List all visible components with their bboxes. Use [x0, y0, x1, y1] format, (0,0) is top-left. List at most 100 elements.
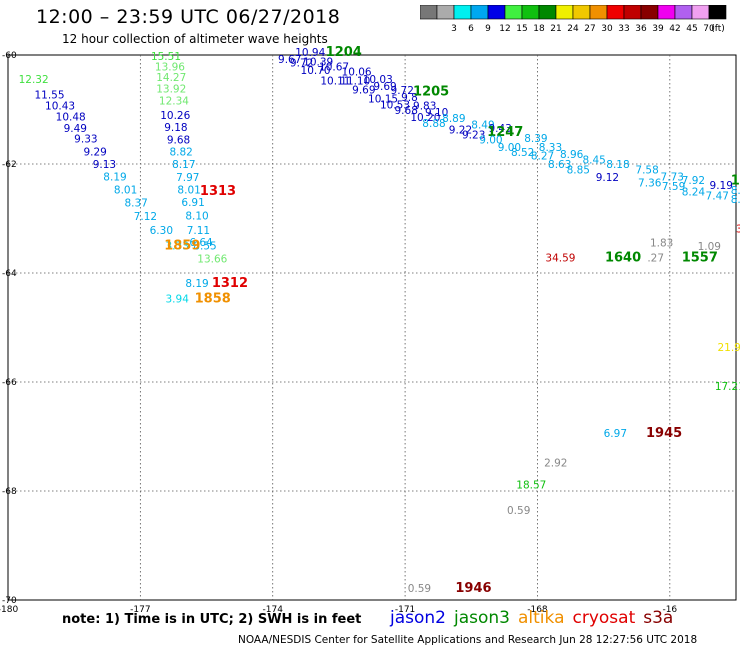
wave-height-label: 1.83 — [650, 237, 673, 249]
colorbar-tick: 39 — [652, 24, 664, 34]
y-tick-label: -60 — [2, 51, 17, 61]
wave-height-label: 9.23 — [462, 129, 485, 141]
wave-height-label: 8.19 — [103, 171, 126, 183]
wave-height-label: 9.10 — [425, 107, 448, 119]
wave-height-label: 9.72 — [391, 85, 414, 97]
wave-height-label: 8.27 — [531, 151, 554, 163]
satellite-altika: altika — [518, 608, 565, 628]
wave-height-label: 7.73 — [661, 171, 684, 183]
pass-time-label: 1557 — [682, 251, 718, 266]
wave-height-label: 9.18 — [164, 122, 187, 134]
map-title: 12:00 – 23:59 UTC 06/27/2018 — [36, 6, 341, 28]
wave-height-label: 32.55 — [736, 224, 740, 236]
wave-height-label: 9.49 — [64, 123, 87, 135]
colorbar-tick: 18 — [533, 24, 545, 34]
x-tick-label: -16 — [662, 605, 677, 615]
satellite-jason2: jason2 — [390, 608, 446, 628]
colorbar-tick: 33 — [618, 24, 629, 34]
wave-height-label: 14.27 — [156, 72, 186, 84]
x-tick-label: -174 — [263, 605, 284, 615]
wave-height-colorbar: 3 6 9 12 15 18 21 24 27 30 33 36 39 42 45 70(ft) — [420, 5, 727, 34]
y-tick-label: -62 — [2, 160, 17, 170]
pass-time-label: 1946 — [455, 581, 491, 596]
wave-height-label: 11.55 — [34, 90, 64, 102]
y-tick-label: -64 — [2, 269, 17, 279]
colorbar-tick: 15 — [516, 24, 527, 34]
wave-height-label: 8.52 — [511, 147, 534, 159]
wave-height-label: 9.8 — [401, 92, 418, 104]
wave-height-label: 9.00 — [479, 134, 502, 146]
wave-height-label: 10.67 — [319, 61, 349, 73]
wave-height-label: 7.97 — [176, 172, 199, 184]
wave-height-label: 13.96 — [155, 61, 185, 73]
wave-height-label: 8.10 — [185, 211, 208, 223]
wave-height-label: 10.39 — [303, 56, 333, 68]
wave-height-label: 9.68 — [395, 105, 418, 117]
colorbar-tick: 3 — [451, 24, 457, 34]
wave-height-label: 7.12 — [134, 211, 157, 223]
wave-height-label: 9.33 — [74, 134, 97, 146]
wave-height-label: 10.06 — [342, 67, 372, 79]
wave-height-label: 8.19 — [185, 278, 208, 290]
y-tick-label: -70 — [2, 596, 17, 606]
wave-height-label: 8.39 — [524, 133, 547, 145]
wave-height-label: 6.64 — [189, 237, 213, 249]
wave-height-label: 9.69 — [352, 85, 375, 97]
wave-height-label: 8.33 — [539, 142, 562, 154]
x-tick-label: -180 — [0, 605, 18, 615]
wave-height-label: 2.92 — [544, 457, 567, 469]
pass-time-label: 1859 — [164, 239, 200, 254]
wave-height-label: 9.67 — [278, 54, 301, 66]
colorbar-tick: 24 — [567, 24, 579, 34]
wave-height-label: 15.51 — [151, 51, 181, 63]
wave-height-label: 10.48 — [56, 111, 86, 123]
wave-height-label: 9.83 — [413, 101, 436, 113]
pass-time-label: 1313 — [200, 184, 236, 199]
wave-height-label: 9.00 — [498, 142, 521, 154]
pass-time-label: 1945 — [646, 426, 682, 441]
wave-height-label: 10.11 — [320, 75, 350, 87]
colorbar-tick: 6 — [468, 24, 474, 34]
wave-height-label: 8.01 — [177, 184, 200, 196]
wave-height-label: 10.15 — [368, 93, 398, 105]
pass-time-label: 1204 — [326, 45, 362, 60]
wave-height-label: 8.84 — [731, 194, 740, 206]
wave-height-label: 12.32 — [19, 74, 49, 86]
map-frame — [7, 54, 737, 601]
wave-height-label: 10.26 — [160, 110, 190, 122]
wave-height-label: 10.03 — [363, 74, 393, 86]
colorbar-swatch — [708, 5, 727, 20]
wave-height-label: 10.94 — [295, 47, 325, 59]
wave-height-label: 9.19 — [710, 180, 733, 192]
colorbar-tick: 9 — [485, 24, 491, 34]
wave-height-label: 8.82 — [169, 146, 192, 158]
wave-height-label: 17.21 — [715, 381, 740, 393]
y-tick-label: -66 — [2, 378, 17, 388]
satellite-s3a: s3a — [643, 608, 674, 628]
x-tick-label: -171 — [395, 605, 415, 615]
wave-height-label: 13.66 — [197, 254, 227, 266]
wave-height-label: 10.20 — [410, 112, 440, 124]
wave-height-label: 8.37 — [124, 198, 147, 210]
wave-height-label: 8.46 — [731, 185, 740, 197]
wave-height-label: 8.45 — [582, 154, 605, 166]
colorbar-tick: 30 — [601, 24, 613, 34]
colorbar-tick: 36 — [635, 24, 647, 34]
wave-height-label: 7.58 — [635, 164, 658, 176]
wave-height-label: 8.17 — [172, 159, 195, 171]
colorbar-tick: 45 — [686, 24, 697, 34]
credit-line: NOAA/NESDIS Center for Satellite Applica… — [238, 634, 698, 646]
wave-height-label: 9.12 — [596, 172, 619, 184]
wave-height-label: 7.59 — [662, 181, 685, 193]
wave-height-label: 9.72 — [290, 57, 313, 69]
wave-height-label: 12.34 — [159, 96, 189, 108]
satellite-legend: jason2 jason3 altika cryosat s3a — [390, 608, 681, 628]
wave-height-label: 34.59 — [545, 253, 575, 265]
wave-height-label: 13.92 — [156, 84, 186, 96]
wave-height-label: .27 — [647, 253, 664, 265]
wave-height-label: 8.01 — [114, 184, 137, 196]
wave-height-label: 7.92 — [682, 175, 705, 187]
wave-height-label: 3.33 — [166, 241, 189, 253]
wave-height-label: 9.68 — [167, 134, 190, 146]
